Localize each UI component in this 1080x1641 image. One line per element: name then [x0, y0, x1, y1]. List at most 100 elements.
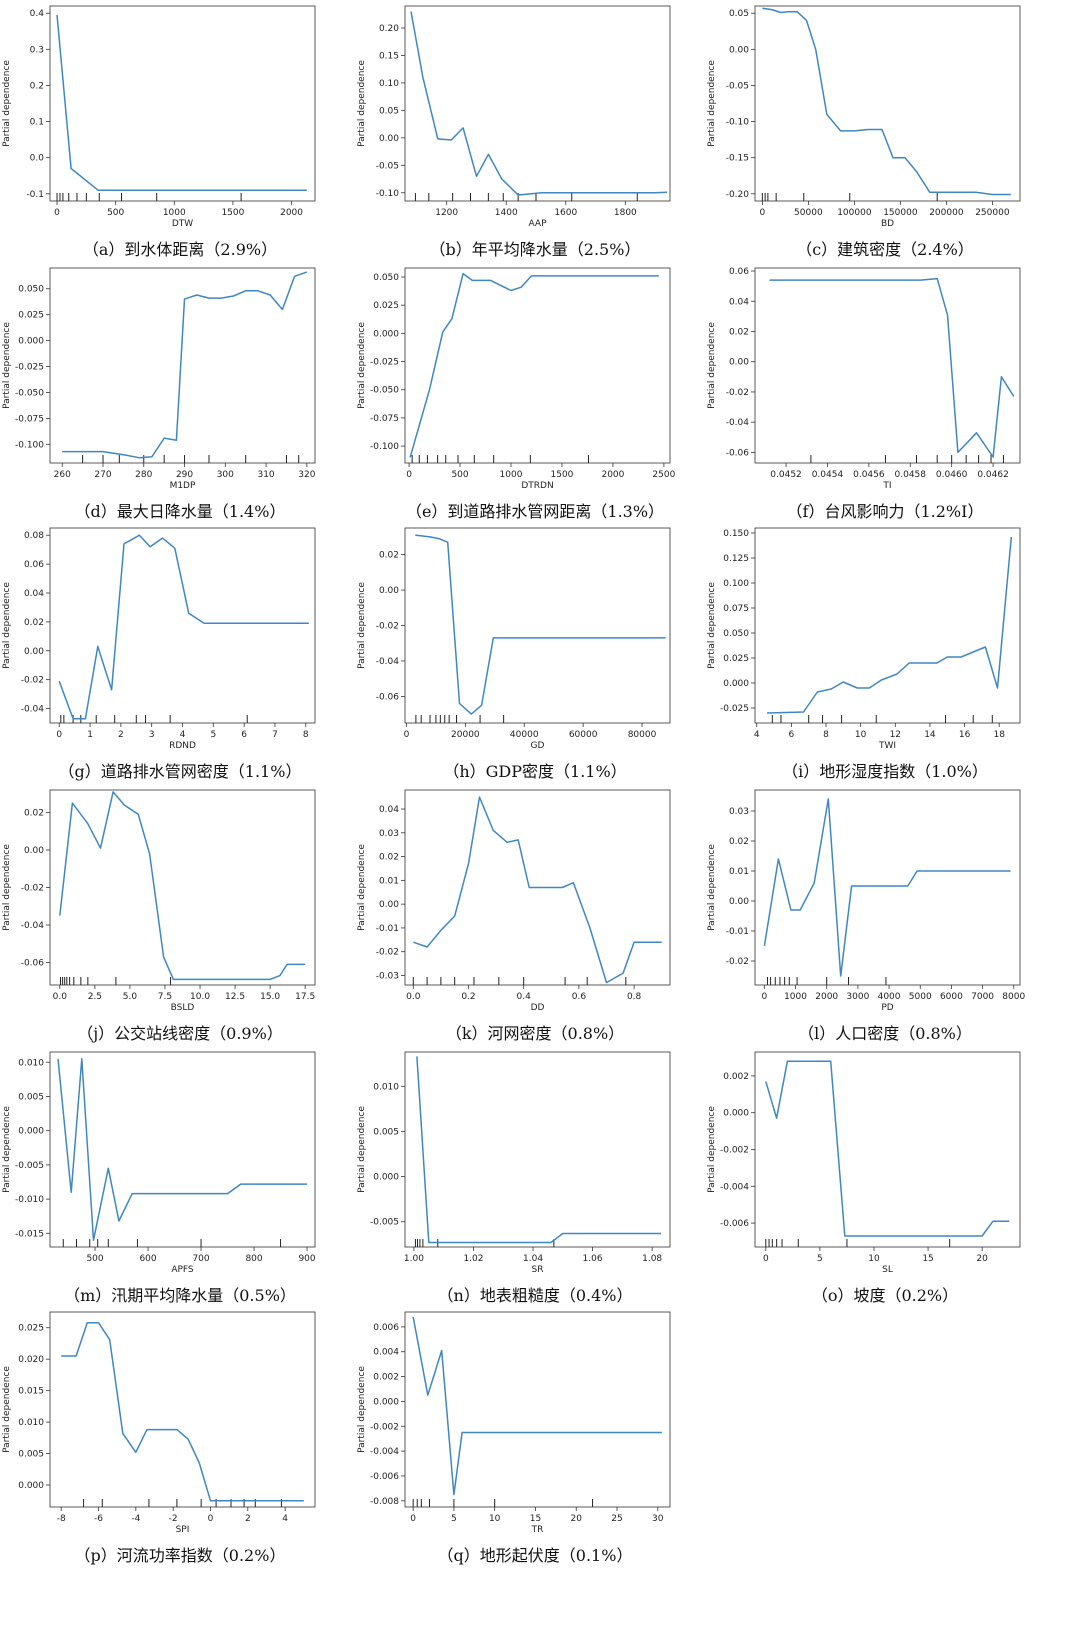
- chart-caption: （a）到水体距离（2.9%）: [82, 240, 278, 259]
- plot-frame: [754, 789, 1021, 986]
- series-line: [412, 1316, 662, 1496]
- chart-panel-a: 0 500 1000 1500 2000 -0.1 0.0 0.1 0.2 0.3 0.4 DTW Pa…: [0, 0, 360, 273]
- x-tick-label: 7: [272, 730, 278, 740]
- chart-caption: （n）地表粗糙度（0.4%）: [437, 1286, 633, 1305]
- x-tick-label: 10: [489, 1514, 501, 1524]
- y-tick-label: -0.04: [726, 418, 750, 428]
- y-tick-label: -0.02: [376, 622, 399, 632]
- x-tick-label: 1.04: [523, 1254, 543, 1264]
- y-axis-label: Partial dependence: [2, 60, 12, 147]
- x-tick-label: -2: [169, 1514, 178, 1524]
- x-tick-label: 18: [993, 730, 1005, 740]
- series-line: [59, 791, 306, 981]
- x-tick-label: 10.0: [190, 992, 210, 1002]
- plot-frame: [404, 527, 671, 724]
- y-tick-label: 0.00: [24, 846, 44, 856]
- x-tick-label: 0: [763, 1254, 769, 1264]
- y-tick-label: 0.01: [379, 876, 399, 886]
- x-tick-label: 0.0456: [853, 470, 885, 480]
- chart-panel-b: 1200 1400 1600 1800 -0.10 -0.05 0.00 0.05 0.10 0.…: [355, 0, 715, 273]
- y-tick-label: 0.002: [373, 1373, 399, 1383]
- x-tick-label: 0.4: [517, 992, 532, 1002]
- chart-svg-l: 0 1000 2000 3000 4000 5000 6000 7000 8000 -0.02 -0…: [707, 789, 1025, 1013]
- chart-caption: （h）GDP密度（1.1%）: [443, 762, 627, 781]
- y-tick-label: -0.025: [15, 363, 44, 373]
- x-tick-label: 0.2: [461, 992, 475, 1002]
- x-tick-label: 0: [406, 470, 412, 480]
- y-tick-label: -0.06: [376, 692, 400, 702]
- plot-frame: [49, 1051, 316, 1248]
- series-line: [762, 7, 1011, 196]
- y-tick-label: 0.00: [729, 358, 749, 368]
- x-tick-label: 300: [217, 470, 234, 480]
- y-axis-label: Partial dependence: [357, 322, 367, 409]
- y-axis-label: Partial dependence: [707, 582, 717, 669]
- x-tick-label: 2000: [815, 992, 838, 1002]
- chart-panel-i: 4 6 8 10 12 14 16 18 -0.025 0.000 0.025 0.050 0.075 0…: [705, 522, 1065, 795]
- y-tick-label: 0.075: [723, 604, 749, 614]
- chart-panel-k: 0.0 0.2 0.4 0.6 0.8 -0.03 -0.02 -0.01 0.00 0.01 0.…: [355, 784, 715, 1057]
- series-line: [58, 534, 309, 720]
- y-tick-label: -0.01: [376, 924, 399, 934]
- chart-panel-o: 0 5 10 15 20 -0.006 -0.004 -0.002 0.000 0.002 SL Pa…: [705, 1046, 1065, 1319]
- y-tick-label: -0.1: [26, 190, 44, 200]
- x-tick-label: 500: [86, 1254, 103, 1264]
- chart-svg-e: 0 500 1000 1500 2000 2500 -0.100 -0.075 -0.050 -0…: [357, 267, 676, 491]
- plot-frame: [404, 5, 671, 202]
- x-tick-label: 12: [890, 730, 901, 740]
- y-tick-label: 0.06: [24, 560, 44, 570]
- y-tick-label: 0.010: [373, 1082, 399, 1092]
- series-line: [767, 536, 1013, 714]
- x-axis-label: TI: [882, 481, 891, 491]
- x-tick-label: 1.08: [642, 1254, 662, 1264]
- series-line: [56, 14, 307, 191]
- x-tick-label: 0: [56, 730, 62, 740]
- chart-svg-i: 4 6 8 10 12 14 16 18 -0.025 0.000 0.025 0.050 0.075 0…: [707, 527, 1021, 751]
- x-tick-label: 1500: [221, 208, 244, 218]
- series-line: [769, 277, 1015, 458]
- y-tick-label: -0.06: [726, 448, 750, 458]
- x-tick-label: 5: [451, 1514, 457, 1524]
- x-tick-label: 60000: [569, 730, 598, 740]
- x-tick-label: 800: [245, 1254, 262, 1264]
- y-tick-label: -0.015: [15, 1229, 44, 1239]
- chart-panel-g: 0 1 2 3 4 5 6 7 8 -0.04 -0.02 0.00 0.02 0.04 0.06 0.08 R…: [0, 522, 360, 795]
- plot-frame: [404, 789, 671, 986]
- x-tick-label: 1.06: [583, 1254, 603, 1264]
- chart-svg-j: 0.0 2.5 5.0 7.5 10.0 12.5 15.0 17.5 -0.06 -0.04 -0…: [2, 789, 316, 1013]
- chart-panel-e: 0 500 1000 1500 2000 2500 -0.100 -0.075 -0.050 -0…: [355, 262, 715, 535]
- y-tick-label: -0.002: [720, 1146, 749, 1156]
- y-tick-label: -0.03: [376, 971, 399, 981]
- y-tick-label: 0.025: [373, 301, 399, 311]
- x-tick-label: 1000: [163, 208, 186, 218]
- y-tick-label: -0.075: [370, 414, 399, 424]
- y-tick-label: 0.125: [723, 554, 749, 564]
- x-tick-label: 0.6: [572, 992, 587, 1002]
- y-tick-label: -0.02: [21, 884, 44, 894]
- x-tick-label: 4: [754, 730, 760, 740]
- series-line: [61, 1321, 304, 1502]
- chart-caption: （p）河流功率指数（0.2%）: [74, 1546, 286, 1565]
- x-tick-label: 8: [303, 730, 309, 740]
- y-tick-label: -0.04: [21, 705, 45, 715]
- x-tick-label: 6: [241, 730, 247, 740]
- plot-frame: [404, 1311, 671, 1508]
- y-tick-label: 0.025: [18, 311, 44, 321]
- plot-frame: [49, 5, 316, 202]
- chart-svg-a: 0 500 1000 1500 2000 -0.1 0.0 0.1 0.2 0.3 0.4 DTW Pa…: [2, 5, 316, 229]
- x-tick-label: 2000: [601, 470, 624, 480]
- x-tick-label: 1000: [784, 992, 807, 1002]
- x-tick-label: -4: [131, 1514, 140, 1524]
- y-tick-label: -0.006: [370, 1472, 399, 1482]
- y-tick-label: 0.005: [18, 1092, 44, 1102]
- chart-svg-g: 0 1 2 3 4 5 6 7 8 -0.04 -0.02 0.00 0.02 0.04 0.06 0.08 R…: [2, 527, 316, 751]
- y-tick-label: -0.005: [370, 1218, 399, 1228]
- x-tick-label: 2: [245, 1514, 251, 1524]
- y-tick-label: 0.004: [373, 1348, 399, 1358]
- chart-svg-q: 0 5 10 15 20 25 30 -0.008 -0.006 -0.004 -0.002 0.00…: [357, 1311, 671, 1535]
- chart-caption: （q）地形起伏度（0.1%）: [437, 1546, 633, 1565]
- y-tick-label: 0.3: [30, 45, 44, 55]
- y-tick-label: -0.06: [21, 959, 45, 969]
- y-tick-label: -0.04: [376, 657, 400, 667]
- chart-panel-q: 0 5 10 15 20 25 30 -0.008 -0.006 -0.004 -0.002 0.00…: [355, 1306, 715, 1579]
